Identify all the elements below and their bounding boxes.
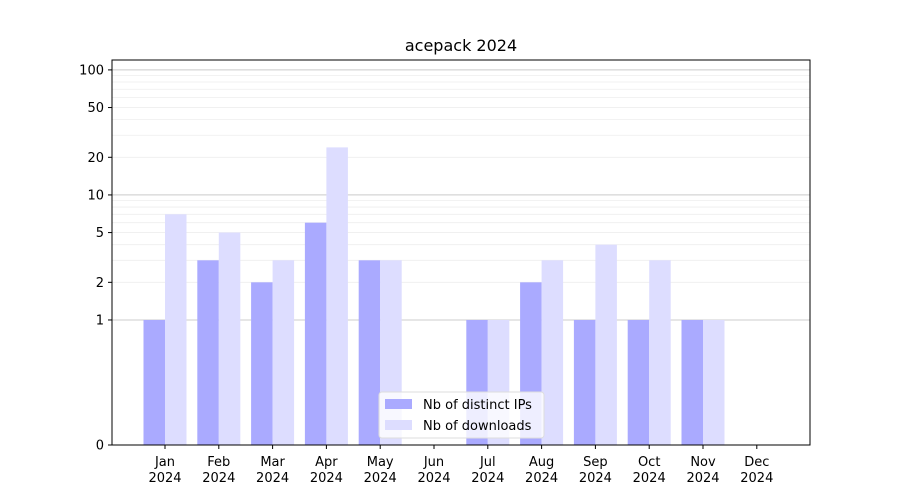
- y-axis: 0 1 2 5 10 20 50 100: [79, 63, 112, 454]
- bar-downloads: [326, 147, 348, 446]
- y-tick-label: 1: [96, 313, 104, 328]
- x-tick-label-year: 2024: [579, 471, 612, 486]
- x-tick-label-year: 2024: [740, 471, 773, 486]
- bar-downloads: [165, 214, 187, 445]
- x-tick-label-year: 2024: [148, 471, 181, 486]
- bar-distinct-ips: [573, 319, 596, 445]
- bar-distinct-ips: [143, 319, 165, 445]
- legend-swatch-distinct-ips: [385, 399, 412, 409]
- x-tick-label-year: 2024: [417, 471, 450, 486]
- bar-distinct-ips: [197, 260, 219, 445]
- legend-box: [378, 391, 545, 439]
- x-tick-label-month: Aug: [529, 455, 554, 470]
- x-tick-label-year: 2024: [525, 471, 558, 486]
- x-tick-label-month: Sep: [583, 455, 608, 470]
- x-tick-label-month: Mar: [260, 455, 285, 470]
- y-tick-label: 20: [87, 151, 104, 166]
- bar-distinct-ips: [251, 282, 273, 445]
- x-tick-label-month: Oct: [638, 455, 660, 470]
- legend-swatch-downloads: [385, 420, 412, 430]
- x-tick-label-month: May: [367, 455, 394, 470]
- x-axis: Jan2024Feb2024Mar2024Apr2024May2024Jun20…: [148, 445, 773, 486]
- x-tick-label-month: Dec: [744, 455, 769, 470]
- bar-downloads: [649, 260, 671, 445]
- x-tick-label-year: 2024: [310, 471, 343, 486]
- bar-downloads: [218, 232, 241, 445]
- bar-downloads: [595, 244, 617, 445]
- plot-frame: [111, 59, 811, 446]
- y-tick-label: 5: [96, 226, 104, 241]
- x-tick-label-year: 2024: [686, 471, 719, 486]
- x-tick-label-month: Jun: [423, 455, 444, 470]
- grid-layer: [112, 69, 810, 321]
- x-tick-label-month: Jan: [154, 455, 175, 470]
- x-tick-label-month: Nov: [690, 455, 716, 470]
- bar-downloads: [703, 319, 725, 445]
- x-tick-label-month: Feb: [207, 455, 230, 470]
- x-tick-label-month: Jul: [479, 455, 496, 470]
- x-tick-label-year: 2024: [471, 471, 504, 486]
- bar-distinct-ips: [681, 319, 703, 445]
- legend-label-downloads: Nb of downloads: [423, 419, 532, 434]
- y-tick-label: 0: [96, 439, 104, 454]
- y-tick-label: 50: [87, 101, 104, 116]
- x-tick-label-year: 2024: [364, 471, 397, 486]
- x-tick-label-month: Apr: [315, 455, 338, 470]
- bar-downloads: [541, 260, 564, 445]
- y-tick-label: 100: [79, 63, 104, 78]
- x-tick-label-year: 2024: [202, 471, 235, 486]
- bar-downloads: [272, 260, 295, 445]
- bar-distinct-ips: [627, 319, 650, 445]
- y-tick-label: 10: [87, 188, 104, 203]
- bar-distinct-ips: [358, 260, 381, 445]
- x-tick-label-year: 2024: [633, 471, 666, 486]
- legend: Nb of distinct IPs Nb of downloads: [378, 391, 545, 439]
- x-tick-label-year: 2024: [256, 471, 289, 486]
- legend-label-distinct-ips: Nb of distinct IPs: [423, 398, 532, 413]
- chart-title: acepack 2024: [405, 36, 517, 55]
- y-tick-label: 2: [96, 276, 104, 291]
- bar-distinct-ips: [304, 222, 327, 445]
